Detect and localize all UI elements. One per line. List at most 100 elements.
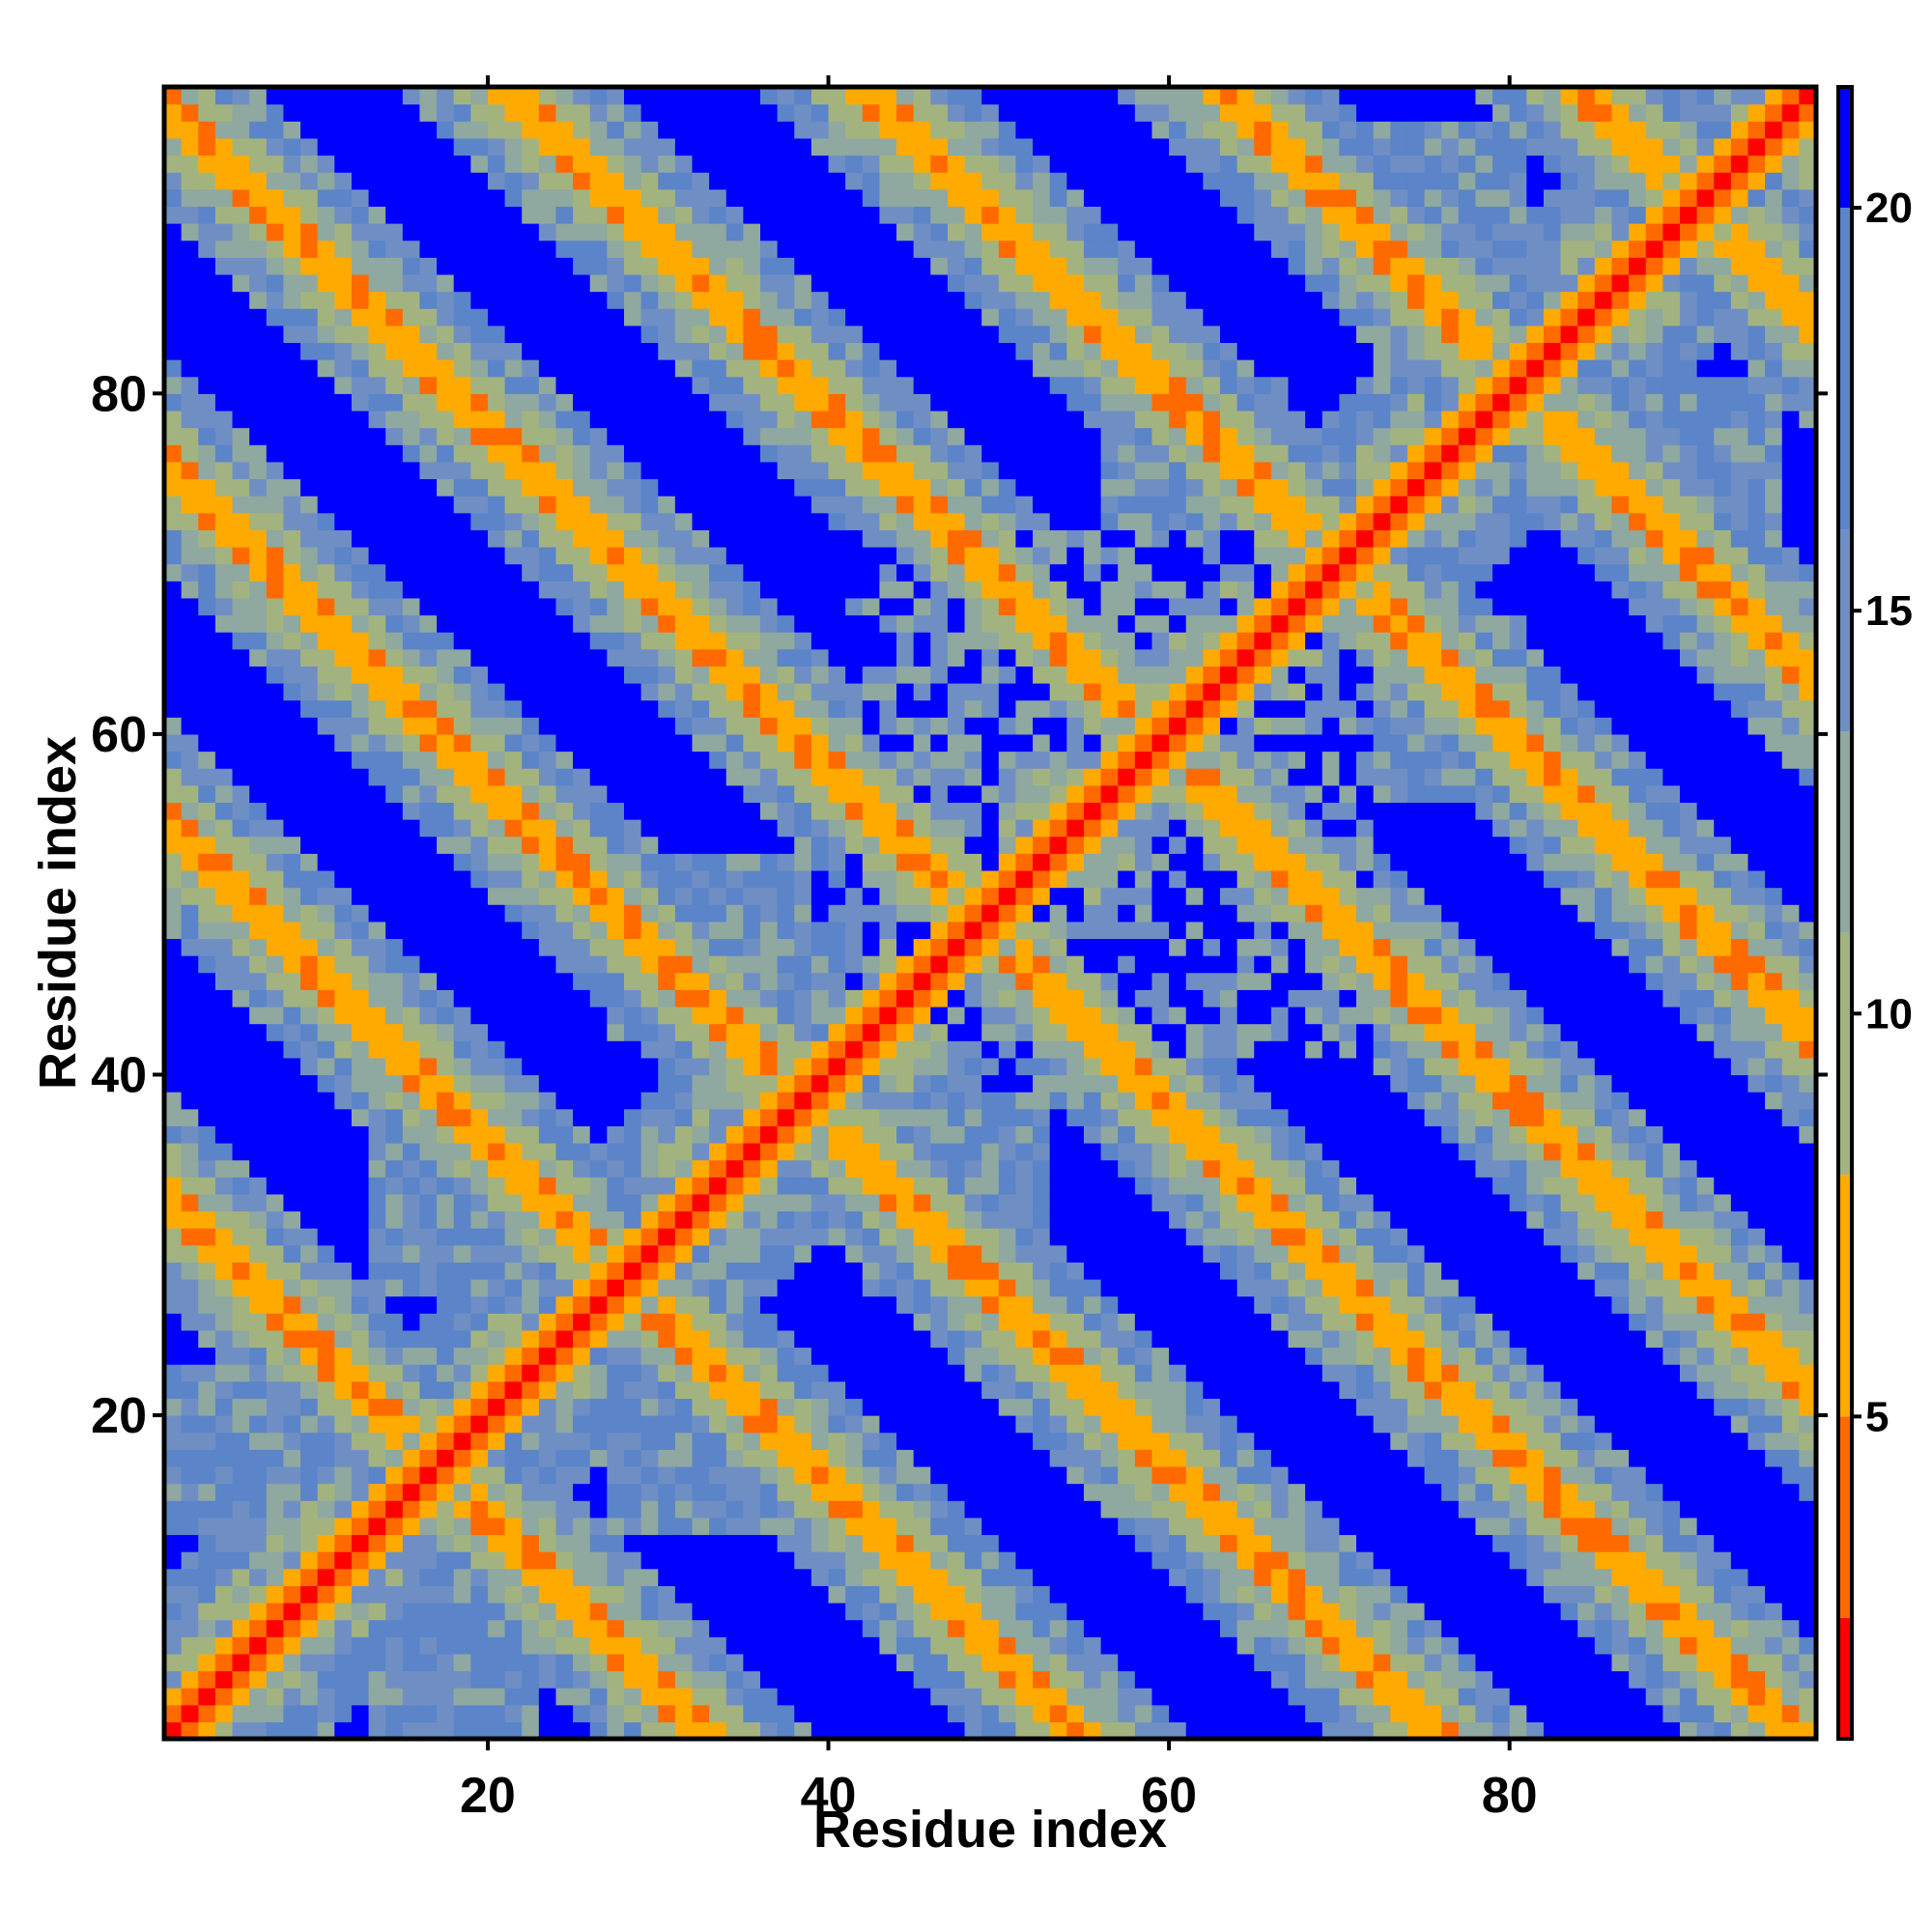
heatmap-cell: [794, 87, 812, 105]
heatmap-cell: [249, 1704, 268, 1722]
heatmap-cell: [453, 1398, 471, 1416]
heatmap-cell: [998, 1142, 1017, 1161]
heatmap-cell: [828, 1449, 846, 1467]
heatmap-cell: [214, 359, 234, 378]
heatmap-cell: [623, 989, 642, 1008]
heatmap-cell: [214, 1534, 234, 1552]
heatmap-cell: [470, 1568, 489, 1586]
heatmap-cell: [743, 581, 761, 599]
heatmap-cell: [845, 1534, 864, 1552]
heatmap-cell: [810, 1704, 830, 1722]
heatmap-cell: [351, 206, 370, 224]
heatmap-cell: [317, 1721, 335, 1740]
heatmap-cell: [692, 1636, 710, 1655]
heatmap-cell: [674, 461, 694, 480]
heatmap-cell: [913, 1483, 931, 1501]
heatmap-cell: [1033, 1465, 1051, 1485]
heatmap-cell: [760, 1721, 779, 1740]
heatmap-cell: [385, 1415, 404, 1434]
heatmap-cell: [640, 1057, 659, 1076]
heatmap-cell: [522, 1279, 540, 1297]
heatmap-cell: [947, 1177, 966, 1195]
heatmap-cell: [522, 784, 540, 804]
heatmap-cell: [368, 1653, 386, 1672]
heatmap-cell: [692, 1092, 710, 1110]
heatmap-cell: [896, 342, 915, 360]
heatmap-cell: [743, 188, 761, 207]
heatmap-cell: [607, 597, 625, 616]
heatmap-cell: [419, 666, 438, 684]
heatmap-cell: [725, 683, 744, 701]
heatmap-cell: [266, 597, 284, 616]
heatmap-cell: [266, 325, 284, 344]
heatmap-cell: [913, 1142, 931, 1161]
heatmap-cell: [981, 291, 1000, 309]
heatmap-cell: [214, 1347, 234, 1365]
heatmap-cell: [437, 444, 455, 463]
heatmap-cell: [214, 972, 234, 990]
heatmap-cell: [334, 121, 353, 139]
heatmap-cell: [266, 632, 284, 650]
heatmap-cell: [419, 632, 438, 650]
heatmap-cell: [810, 1500, 830, 1519]
heatmap-cell: [964, 1636, 982, 1655]
heatmap-cell: [538, 137, 557, 156]
heatmap-cell: [317, 1006, 335, 1025]
heatmap-cell: [879, 768, 897, 786]
heatmap-cell: [964, 1210, 982, 1229]
heatmap-cell: [913, 1619, 931, 1637]
heatmap-cell: [981, 1465, 1000, 1485]
heatmap-cell: [640, 1125, 659, 1144]
heatmap-cell: [658, 1125, 676, 1144]
heatmap-cell: [334, 869, 353, 889]
heatmap-cell: [385, 1551, 404, 1570]
heatmap-cell: [692, 1142, 710, 1161]
heatmap-cell: [437, 563, 455, 582]
heatmap-cell: [368, 1193, 386, 1212]
heatmap-cell: [777, 1177, 795, 1195]
heatmap-cell: [777, 273, 795, 293]
heatmap-cell: [351, 1415, 370, 1434]
heatmap-cell: [1015, 1295, 1034, 1314]
heatmap-cell: [214, 410, 234, 429]
heatmap-cell: [181, 325, 199, 344]
heatmap-cell: [437, 1313, 455, 1331]
heatmap-cell: [1015, 648, 1034, 667]
heatmap-cell: [913, 223, 931, 242]
heatmap-cell: [998, 733, 1017, 753]
heatmap-cell: [351, 87, 370, 105]
heatmap-cell: [692, 1653, 710, 1672]
heatmap-cell: [623, 103, 642, 122]
heatmap-cell: [351, 188, 370, 207]
heatmap-cell: [913, 683, 931, 701]
heatmap-cell: [283, 1602, 301, 1621]
heatmap-cell: [998, 206, 1017, 224]
heatmap-cell: [947, 597, 966, 616]
heatmap-cell: [640, 683, 659, 701]
heatmap-cell: [164, 819, 183, 838]
heatmap-cell: [725, 103, 744, 122]
heatmap-cell: [1015, 869, 1034, 889]
heatmap-cell: [964, 1023, 982, 1041]
heatmap-cell: [555, 137, 574, 156]
heatmap-cell: [538, 478, 557, 497]
heatmap-cell: [589, 342, 608, 360]
heatmap-cell: [589, 240, 608, 258]
heatmap-cell: [725, 461, 744, 480]
heatmap-cell: [487, 1193, 506, 1212]
heatmap-cell: [896, 853, 915, 871]
heatmap-cell: [913, 206, 931, 224]
heatmap-cell: [845, 1449, 864, 1467]
heatmap-cell: [283, 1092, 301, 1110]
heatmap-cell: [573, 444, 591, 463]
heatmap-cell: [555, 1244, 574, 1263]
heatmap-cell: [674, 223, 694, 242]
heatmap-cell: [930, 632, 949, 650]
heatmap-cell: [573, 427, 591, 445]
heatmap-cell: [845, 1465, 864, 1485]
heatmap-cell: [760, 1279, 779, 1297]
heatmap-cell: [913, 1159, 931, 1178]
heatmap-cell: [692, 444, 710, 463]
heatmap-cell: [368, 614, 386, 633]
heatmap-cell: [862, 546, 881, 565]
